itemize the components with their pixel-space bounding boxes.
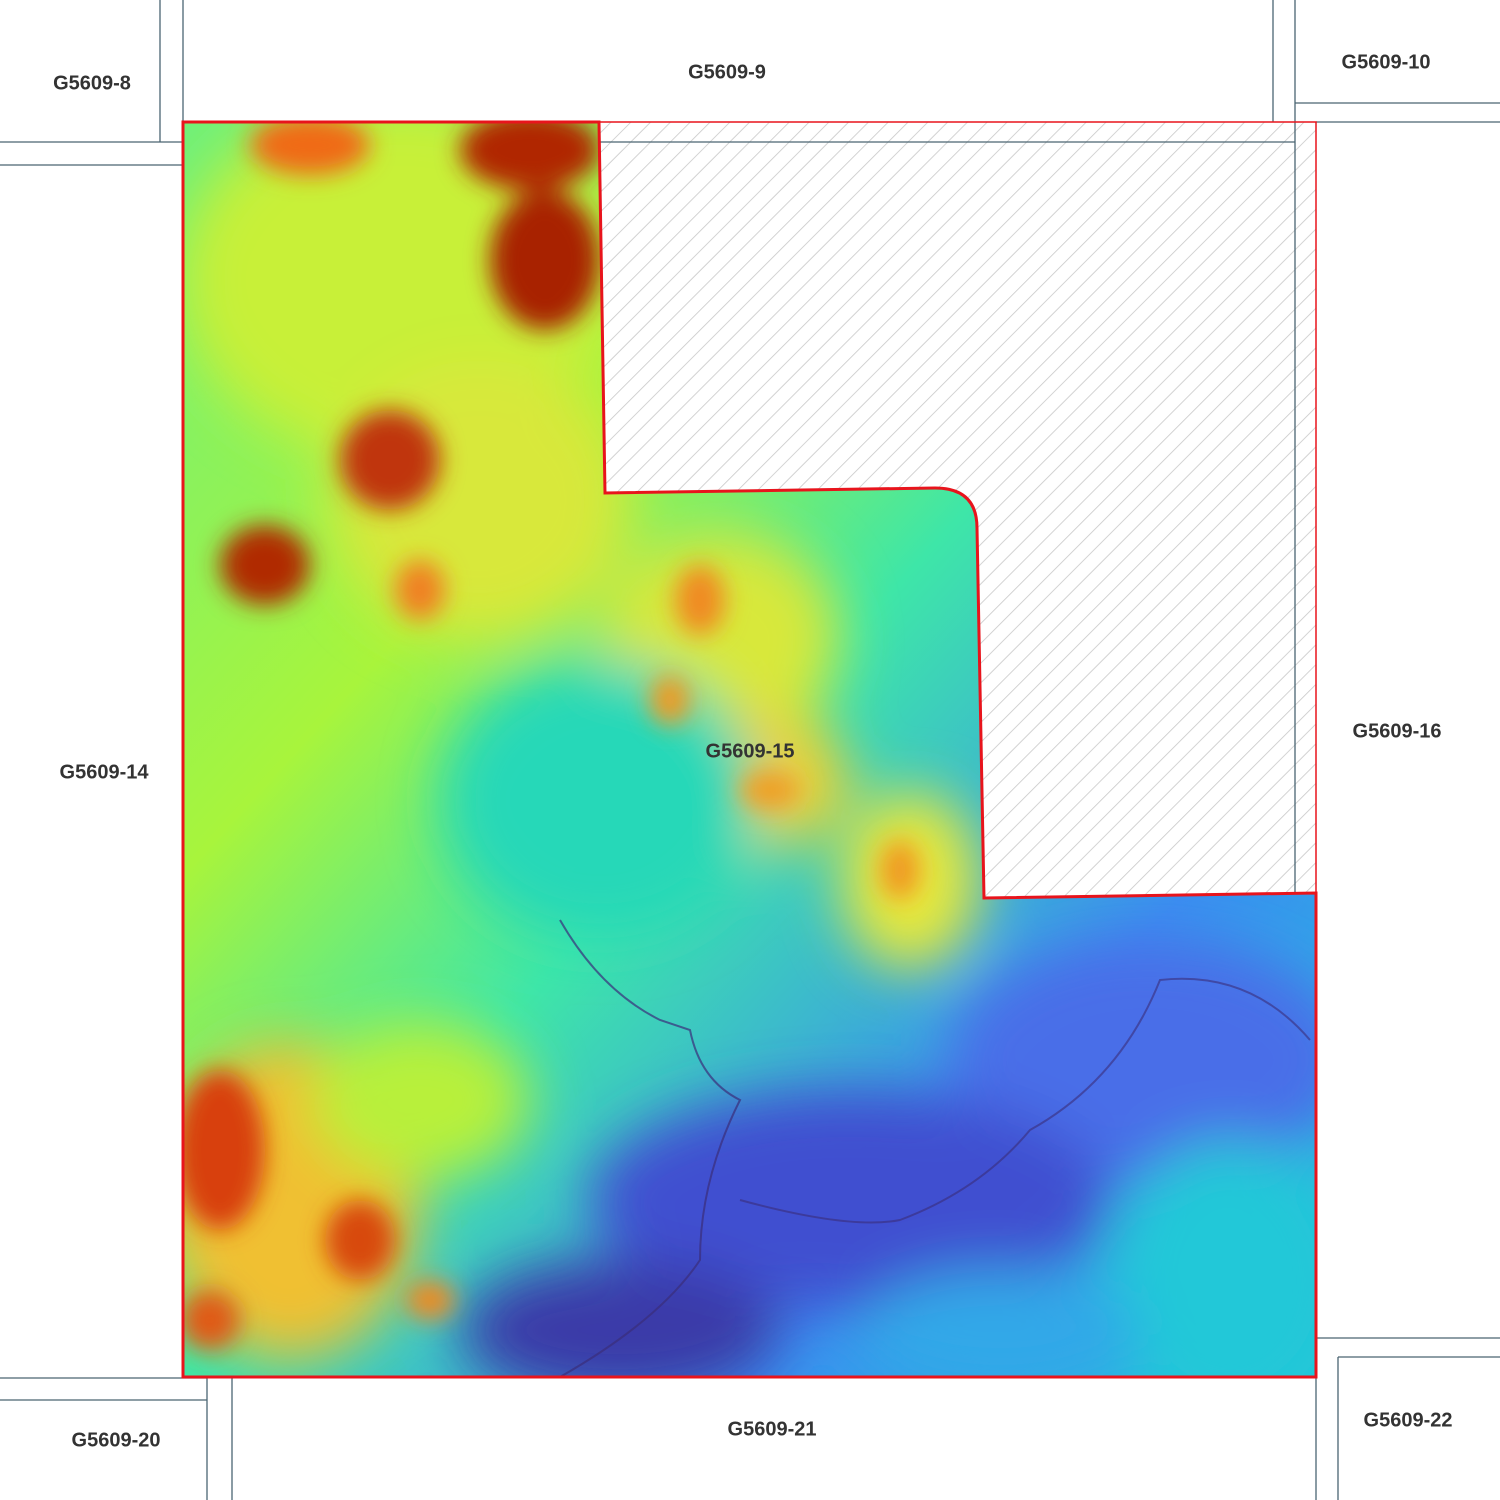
sheet-label[interactable]: G5609-9 (688, 61, 766, 84)
sheet-label[interactable]: G5609-21 (727, 1418, 817, 1441)
sheet-label[interactable]: G5609-20 (71, 1429, 161, 1452)
sheet-label[interactable]: G5609-22 (1363, 1409, 1453, 1432)
hatch-boundary (599, 121, 1317, 893)
sheet-label[interactable]: G5609-10 (1341, 51, 1431, 74)
sheet-label[interactable]: G5609-14 (59, 761, 149, 784)
no-data-hatch (599, 122, 1316, 898)
sheet-label-selected[interactable]: G5609-15 (705, 740, 795, 763)
sheet-label[interactable]: G5609-16 (1352, 720, 1442, 743)
selection-boundary[interactable] (181, 120, 1318, 1379)
sheet-label[interactable]: G5609-8 (53, 72, 131, 95)
